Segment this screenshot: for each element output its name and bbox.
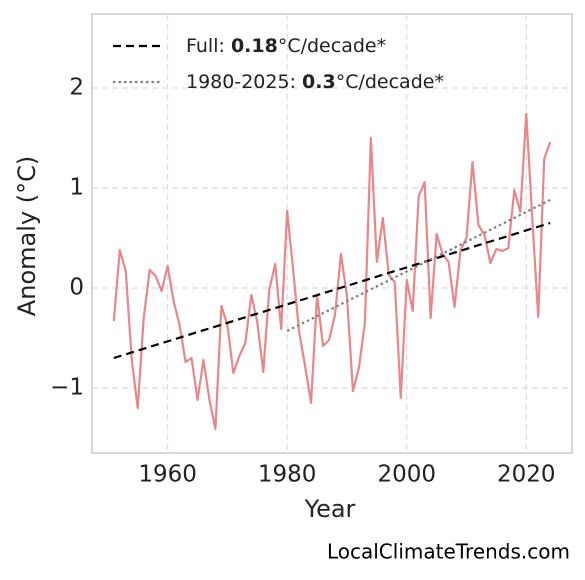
x-tick-label: 1980: [258, 462, 317, 488]
source: LocalClimateTrends.com: [327, 540, 570, 564]
trend-line: [113, 221, 551, 360]
legend-text: 0.18: [231, 35, 278, 57]
x-tick-label: 2000: [377, 462, 436, 488]
grid: [92, 14, 572, 453]
legend-text: °C/decade*: [278, 35, 386, 57]
anomaly-line: [112, 112, 552, 431]
legend-label: Full: 0.18°C/decade*: [186, 35, 386, 57]
y-tick-label: 1: [69, 175, 84, 201]
y-tick-label: 2: [69, 75, 84, 101]
y-tick-label: −1: [50, 375, 84, 401]
marks: [112, 112, 552, 431]
x-axis-label: Year: [304, 495, 356, 523]
legend-text: 1980-2025:: [186, 71, 302, 93]
legend-text: Full:: [186, 35, 231, 57]
x-tick-label: 2020: [497, 462, 556, 488]
legend-text: °C/decade*: [336, 71, 444, 93]
y-tick-label: 0: [69, 275, 84, 301]
y-axis-label: Anomaly (°C): [13, 156, 41, 316]
legend-label: 1980-2025: 0.3°C/decade*: [186, 71, 444, 93]
legend-text: 0.3: [302, 71, 336, 93]
plot-area: [91, 13, 573, 454]
x-tick-label: 1960: [138, 462, 197, 488]
